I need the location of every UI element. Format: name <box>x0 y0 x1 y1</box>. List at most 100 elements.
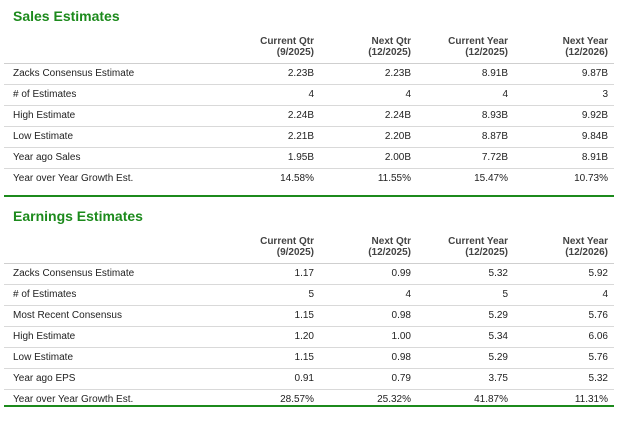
col-header-current-year: Current Year (12/2025) <box>424 236 508 258</box>
col-header-line1: Current Year <box>448 36 508 47</box>
cell-value: 4 <box>502 89 508 100</box>
cell-value: 5.29 <box>488 310 508 321</box>
earnings-table: Zacks Consensus Estimate 1.17 0.99 5.32 … <box>4 263 614 410</box>
cell-value: 1.15 <box>294 352 314 363</box>
table-row: Zacks Consensus Estimate 2.23B 2.23B 8.9… <box>4 63 614 84</box>
col-header-line1: Current Qtr <box>260 36 314 47</box>
table-row: Year over Year Growth Est. 14.58% 11.55%… <box>4 168 614 189</box>
sales-table: Zacks Consensus Estimate 2.23B 2.23B 8.9… <box>4 63 614 189</box>
row-label: Low Estimate <box>13 131 74 142</box>
col-header-line2: (12/2025) <box>465 247 508 258</box>
cell-value: 4 <box>308 89 314 100</box>
cell-value: 3.75 <box>488 373 508 384</box>
cell-value: 2.21B <box>287 131 314 142</box>
row-label: Zacks Consensus Estimate <box>13 268 135 279</box>
cell-value: 8.87B <box>481 131 508 142</box>
col-header-line2: (12/2025) <box>368 47 411 58</box>
table-row: High Estimate 1.20 1.00 5.34 6.06 <box>4 326 614 347</box>
cell-value: 5.92 <box>588 268 608 279</box>
col-header-line2: (12/2026) <box>565 247 608 258</box>
col-header-next-year: Next Year (12/2026) <box>524 36 608 58</box>
col-header-line2: (12/2026) <box>565 47 608 58</box>
row-label: Zacks Consensus Estimate <box>13 68 135 79</box>
table-row: Most Recent Consensus 1.15 0.98 5.29 5.7… <box>4 305 614 326</box>
cell-value: 4 <box>405 289 411 300</box>
cell-value: 41.87% <box>474 394 508 405</box>
sales-column-headers: Current Qtr (9/2025) Next Qtr (12/2025) … <box>4 36 614 66</box>
cell-value: 6.06 <box>588 331 608 342</box>
row-label: High Estimate <box>13 110 76 121</box>
col-header-next-qtr: Next Qtr (12/2025) <box>331 36 411 58</box>
earnings-column-headers: Current Qtr (9/2025) Next Qtr (12/2025) … <box>4 236 614 266</box>
cell-value: 8.91B <box>581 152 608 163</box>
cell-value: 9.87B <box>581 68 608 79</box>
section-divider <box>4 195 614 197</box>
cell-value: 8.93B <box>481 110 508 121</box>
cell-value: 8.91B <box>481 68 508 79</box>
cell-value: 5.76 <box>588 310 608 321</box>
cell-value: 1.20 <box>294 331 314 342</box>
table-row: Year ago Sales 1.95B 2.00B 7.72B 8.91B <box>4 147 614 168</box>
cell-value: 1.00 <box>391 331 411 342</box>
table-row: Year over Year Growth Est. 28.57% 25.32%… <box>4 389 614 410</box>
cell-value: 5.29 <box>488 352 508 363</box>
row-label: Year over Year Growth Est. <box>13 173 134 184</box>
cell-value: 1.95B <box>287 152 314 163</box>
row-label: Year ago Sales <box>13 152 81 163</box>
row-label: Year over Year Growth Est. <box>13 394 134 405</box>
cell-value: 4 <box>602 289 608 300</box>
table-row: # of Estimates 4 4 4 3 <box>4 84 614 105</box>
col-header-line2: (12/2025) <box>368 247 411 258</box>
cell-value: 5.76 <box>588 352 608 363</box>
earnings-estimates-section: Earnings Estimates Current Qtr (9/2025) … <box>4 208 614 408</box>
cell-value: 9.84B <box>581 131 608 142</box>
table-row: Zacks Consensus Estimate 1.17 0.99 5.32 … <box>4 263 614 284</box>
cell-value: 2.23B <box>287 68 314 79</box>
col-header-current-qtr: Current Qtr (9/2025) <box>234 36 314 58</box>
col-header-current-year: Current Year (12/2025) <box>424 36 508 58</box>
row-label: Low Estimate <box>13 352 74 363</box>
cell-value: 1.15 <box>294 310 314 321</box>
row-label: Year ago EPS <box>13 373 76 384</box>
cell-value: 15.47% <box>474 173 508 184</box>
col-header-line1: Current Year <box>448 236 508 247</box>
col-header-line1: Current Qtr <box>260 236 314 247</box>
col-header-line1: Next Qtr <box>371 236 411 247</box>
table-row: # of Estimates 5 4 5 4 <box>4 284 614 305</box>
cell-value: 14.58% <box>280 173 314 184</box>
cell-value: 5 <box>308 289 314 300</box>
table-row: Year ago EPS 0.91 0.79 3.75 5.32 <box>4 368 614 389</box>
col-header-line2: (12/2025) <box>465 47 508 58</box>
section-divider <box>4 405 614 407</box>
cell-value: 0.79 <box>391 373 411 384</box>
cell-value: 7.72B <box>481 152 508 163</box>
col-header-line1: Next Year <box>562 36 608 47</box>
col-header-line1: Next Qtr <box>371 36 411 47</box>
cell-value: 5 <box>502 289 508 300</box>
table-row: High Estimate 2.24B 2.24B 8.93B 9.92B <box>4 105 614 126</box>
row-label: Most Recent Consensus <box>13 310 122 321</box>
cell-value: 0.98 <box>391 352 411 363</box>
cell-value: 1.17 <box>294 268 314 279</box>
cell-value: 2.00B <box>384 152 411 163</box>
cell-value: 0.91 <box>294 373 314 384</box>
row-label: # of Estimates <box>13 89 77 100</box>
cell-value: 0.98 <box>391 310 411 321</box>
row-label: # of Estimates <box>13 289 77 300</box>
cell-value: 10.73% <box>574 173 608 184</box>
cell-value: 5.32 <box>588 373 608 384</box>
col-header-next-year: Next Year (12/2026) <box>524 236 608 258</box>
sales-estimates-title: Sales Estimates <box>13 8 120 24</box>
cell-value: 2.20B <box>384 131 411 142</box>
cell-value: 28.57% <box>280 394 314 405</box>
col-header-next-qtr: Next Qtr (12/2025) <box>331 236 411 258</box>
cell-value: 5.32 <box>488 268 508 279</box>
cell-value: 25.32% <box>377 394 411 405</box>
sales-estimates-section: Sales Estimates Current Qtr (9/2025) Nex… <box>4 8 614 193</box>
cell-value: 4 <box>405 89 411 100</box>
col-header-line2: (9/2025) <box>276 247 314 258</box>
table-row: Low Estimate 2.21B 2.20B 8.87B 9.84B <box>4 126 614 147</box>
cell-value: 2.24B <box>287 110 314 121</box>
cell-value: 0.99 <box>391 268 411 279</box>
col-header-line2: (9/2025) <box>276 47 314 58</box>
